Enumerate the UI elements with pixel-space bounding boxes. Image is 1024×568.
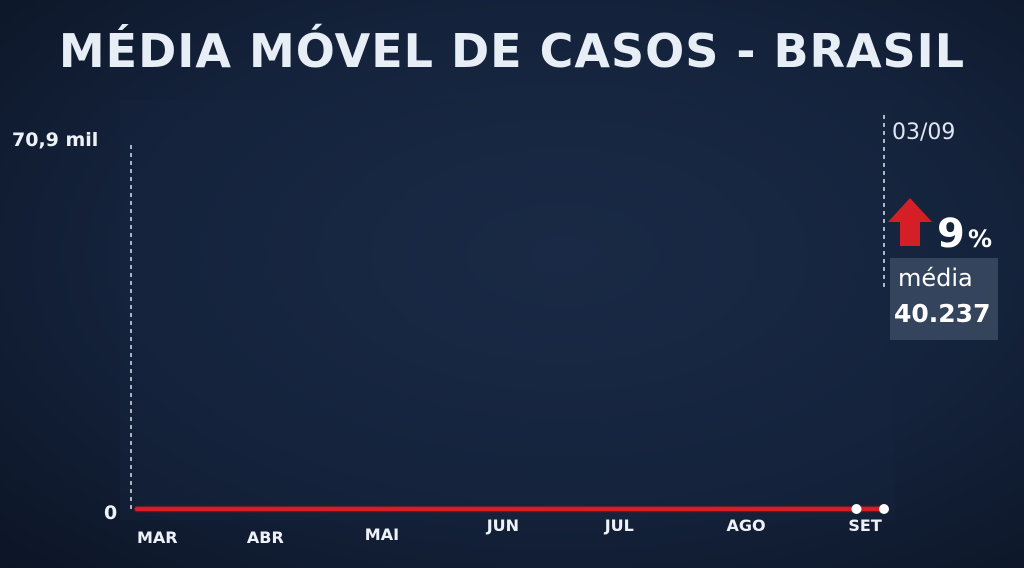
annotation-change-sign: % [968,225,992,253]
annotation-value: 40.237 [894,299,990,328]
x-axis-labels: MAR ABR MAI JUN JUL AGO SET [137,516,882,547]
annotation-label: média [898,264,973,292]
x-axis-label: MAI [365,525,399,544]
y-top-label: 70,9 mil [12,129,98,151]
x-axis-label: SET [848,516,881,535]
x-axis-label: JUN [486,516,519,535]
annotation-date: 03/09 [892,120,955,145]
annotation-change-pct: 9 [937,211,965,257]
line-reference-dot [851,504,862,514]
plot-background [120,100,895,520]
chart-title: MÉDIA MÓVEL DE CASOS - BRASIL [58,24,966,78]
annotation-box [890,258,998,340]
x-axis-label: ABR [247,528,284,547]
y-zero-label: 0 [104,502,117,524]
x-axis-label: JUL [604,516,634,535]
x-axis-label: MAR [137,528,178,547]
arrow-up-icon [888,198,932,246]
line-end-dot [879,504,889,514]
x-axis-label: AGO [727,516,766,535]
